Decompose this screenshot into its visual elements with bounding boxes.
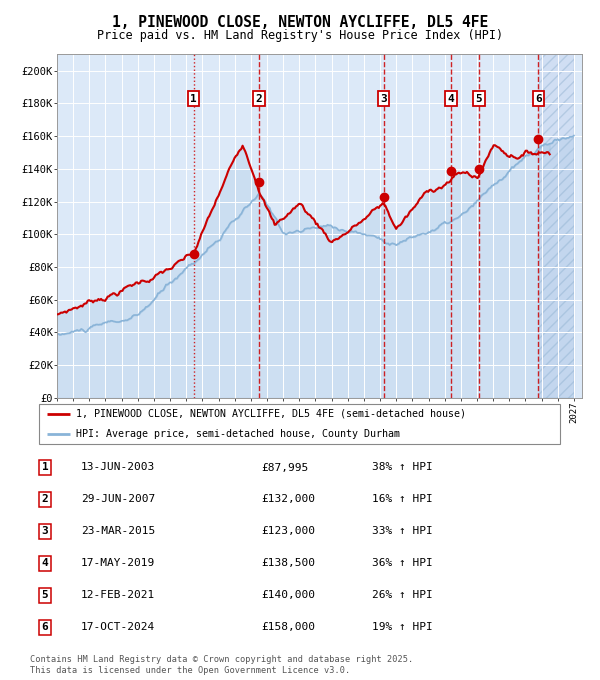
Text: 5: 5 (41, 590, 49, 600)
Text: 2: 2 (41, 494, 49, 505)
Text: £123,000: £123,000 (261, 526, 315, 537)
Text: 19% ↑ HPI: 19% ↑ HPI (372, 622, 433, 632)
Text: 1, PINEWOOD CLOSE, NEWTON AYCLIFFE, DL5 4FE: 1, PINEWOOD CLOSE, NEWTON AYCLIFFE, DL5 … (112, 15, 488, 30)
Text: 26% ↑ HPI: 26% ↑ HPI (372, 590, 433, 600)
FancyBboxPatch shape (38, 405, 560, 443)
Text: 3: 3 (380, 94, 387, 103)
Text: 1, PINEWOOD CLOSE, NEWTON AYCLIFFE, DL5 4FE (semi-detached house): 1, PINEWOOD CLOSE, NEWTON AYCLIFFE, DL5 … (76, 409, 466, 419)
Text: Price paid vs. HM Land Registry's House Price Index (HPI): Price paid vs. HM Land Registry's House … (97, 29, 503, 42)
Text: HPI: Average price, semi-detached house, County Durham: HPI: Average price, semi-detached house,… (76, 429, 400, 439)
Text: 1: 1 (41, 462, 49, 473)
Text: 16% ↑ HPI: 16% ↑ HPI (372, 494, 433, 505)
Text: 4: 4 (41, 558, 49, 568)
Text: 1: 1 (190, 94, 197, 103)
Text: 13-JUN-2003: 13-JUN-2003 (81, 462, 155, 473)
Text: 38% ↑ HPI: 38% ↑ HPI (372, 462, 433, 473)
Text: 2: 2 (256, 94, 262, 103)
Text: 6: 6 (41, 622, 49, 632)
Text: 23-MAR-2015: 23-MAR-2015 (81, 526, 155, 537)
Text: 29-JUN-2007: 29-JUN-2007 (81, 494, 155, 505)
Text: 17-MAY-2019: 17-MAY-2019 (81, 558, 155, 568)
Text: £87,995: £87,995 (261, 462, 308, 473)
Text: 5: 5 (476, 94, 482, 103)
Text: 3: 3 (41, 526, 49, 537)
Text: 12-FEB-2021: 12-FEB-2021 (81, 590, 155, 600)
Text: 17-OCT-2024: 17-OCT-2024 (81, 622, 155, 632)
Text: £140,000: £140,000 (261, 590, 315, 600)
Text: £138,500: £138,500 (261, 558, 315, 568)
Text: £158,000: £158,000 (261, 622, 315, 632)
Text: 4: 4 (448, 94, 454, 103)
Text: 33% ↑ HPI: 33% ↑ HPI (372, 526, 433, 537)
Text: 36% ↑ HPI: 36% ↑ HPI (372, 558, 433, 568)
Text: 6: 6 (535, 94, 542, 103)
Text: Contains HM Land Registry data © Crown copyright and database right 2025.
This d: Contains HM Land Registry data © Crown c… (30, 655, 413, 675)
Text: £132,000: £132,000 (261, 494, 315, 505)
